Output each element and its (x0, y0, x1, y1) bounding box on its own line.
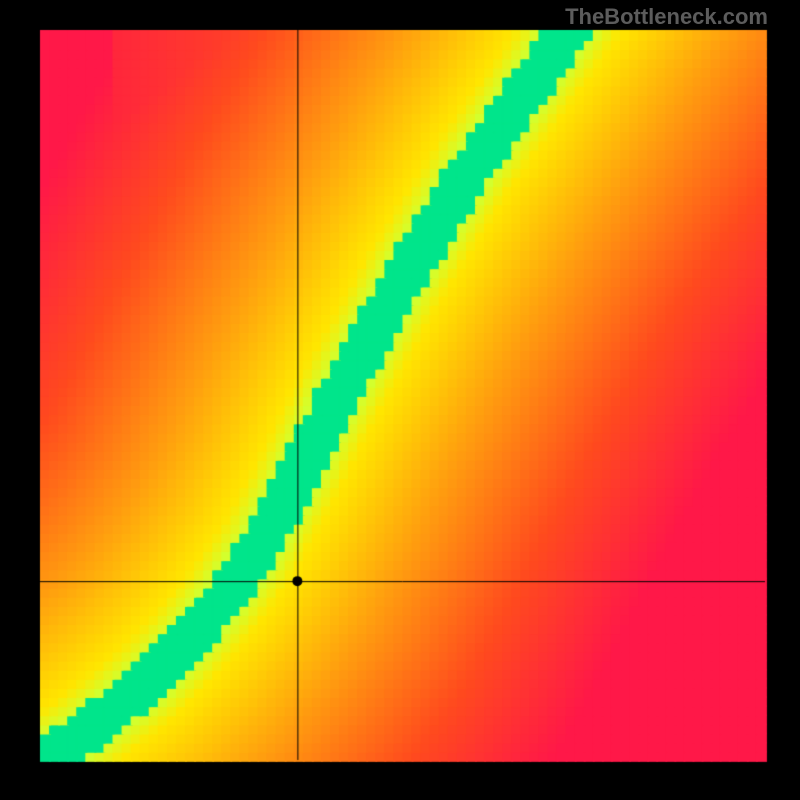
watermark-text: TheBottleneck.com (565, 4, 768, 30)
chart-container: TheBottleneck.com (0, 0, 800, 800)
bottleneck-heatmap-canvas (0, 0, 800, 800)
